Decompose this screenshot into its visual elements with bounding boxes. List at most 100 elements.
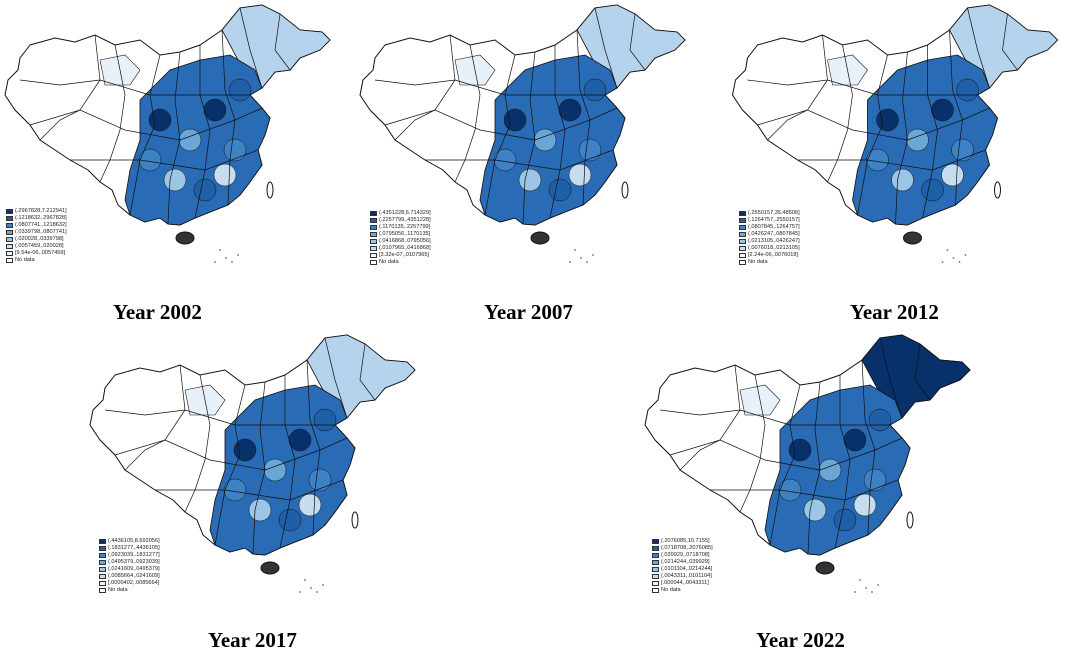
island-dot [310, 587, 312, 589]
island-dot [219, 249, 221, 251]
legend-label: (.2257799,.4351228] [379, 217, 431, 223]
legend-label: (.0085664,.0241609] [108, 573, 160, 579]
legend-label: (.0339798,.0807741] [15, 229, 67, 235]
taiwan-island [621, 181, 629, 199]
legend-swatch [652, 580, 659, 587]
legend-entry: (.0107965,.0416868] [370, 245, 431, 252]
island-dot [958, 261, 961, 263]
legend-label: (.0213105,.0426247] [748, 238, 800, 244]
boundary-line [454, 44, 481, 183]
legend-label: (.4351228,6.714329] [379, 210, 431, 216]
legend-swatch [6, 208, 13, 215]
legend-label: (.0043311,.0101104] [661, 573, 712, 579]
legend-label: (.0101104,.0214244] [661, 566, 713, 572]
legend-swatch [739, 217, 746, 224]
legend-entry: (.4351228,6.714329] [370, 210, 431, 217]
prefecture-cell [308, 468, 332, 492]
legend-entry: (.0214244,.039929] [652, 559, 713, 566]
prefecture-cell [853, 493, 877, 517]
legend-entry: (.020028,.0339798] [6, 236, 67, 243]
legend-swatch [739, 231, 746, 238]
prefecture-cell [178, 128, 202, 152]
prefecture-cell [863, 468, 887, 492]
prefecture-cell [931, 98, 954, 122]
prefecture-cell [548, 178, 572, 202]
legend-entry: (.1170135,.2257799] [370, 224, 431, 231]
legend-entry: [3.32e-07,.0107965] [370, 252, 431, 259]
prefecture-cell [956, 78, 979, 102]
hainan-island [260, 561, 280, 575]
legend-swatch [6, 250, 13, 257]
prefecture-cell [248, 498, 272, 522]
boundary-line [214, 384, 246, 546]
boundary-line [99, 44, 126, 183]
legend-swatch [6, 243, 13, 250]
legend-label: No data [108, 587, 128, 593]
legend-label: (.1264757,.2550157] [748, 217, 800, 223]
prefecture-cell [906, 128, 929, 152]
legend-swatch [739, 252, 746, 259]
prefecture-cell [583, 78, 607, 102]
legend-entry: (.0426247,.0807845] [739, 231, 800, 238]
prefecture-cell [263, 458, 287, 482]
map-legend: (.4436105,8.692056] (.1831277,.4436105] (.… [99, 538, 160, 594]
legend-swatch [370, 231, 377, 238]
boundary-line [425, 149, 614, 171]
boundary-line [19, 79, 250, 96]
prefecture-cell [578, 138, 602, 162]
legend-entry: (.039929,.0718708] [652, 552, 713, 559]
legend-label: [2.24e-06,.0076018] [748, 252, 799, 258]
legend-entry: (.2967828,7.212941] [6, 208, 67, 215]
legend-label: (.2076085,10.7155] [661, 538, 710, 544]
year-caption: Year 2002 [113, 300, 202, 324]
legend-label: (.0795056,.1170135] [379, 231, 431, 237]
legend-swatch [370, 210, 377, 217]
legend-label: (.0807845,.1264757] [748, 224, 800, 230]
boundary-line [239, 7, 263, 89]
boundary-line [184, 374, 211, 513]
legend-swatch [652, 587, 659, 594]
island-dot [299, 591, 301, 593]
china-map [4, 4, 331, 263]
legend-label: No data [748, 259, 768, 265]
legend-swatch [739, 210, 746, 217]
prefecture-cell [876, 108, 899, 132]
boundary-line [104, 409, 335, 426]
boundary-line [914, 343, 931, 401]
legend-entry: (.0416868,.0795056] [370, 238, 431, 245]
taiwan-island [266, 181, 274, 199]
legend-entry: (.0213105,.0426247] [739, 238, 800, 245]
map-panel-p2017 [85, 330, 420, 620]
taiwan-island [994, 181, 1001, 199]
map-panel-p2012 [725, 0, 1065, 290]
map-legend: (.2550157,35.48506] (.1264757,.2550157] (.… [739, 210, 800, 266]
boundary-line [834, 375, 851, 549]
prefecture-cell [788, 438, 812, 462]
year-caption: Year 2007 [484, 300, 573, 324]
legend-swatch [370, 245, 377, 252]
map-legend: (.2076085,10.7155] (.0718708,.2076085] (.0… [652, 538, 713, 594]
legend-swatch [370, 259, 377, 266]
island-dot [946, 249, 949, 251]
legend-entry: (.0807741,.1218632] [6, 222, 67, 229]
boundary-line [879, 337, 903, 419]
hainan-island [530, 231, 550, 245]
boundary-line [114, 437, 348, 471]
prefecture-cell [891, 168, 914, 192]
legend-label: (.1831277,.4436105] [108, 545, 160, 551]
island-dot [871, 591, 873, 593]
legend-entry: (.0795056,.1170135] [370, 231, 431, 238]
prefecture-cell [298, 493, 322, 517]
legend-label: (.0107965,.0416868] [379, 245, 431, 251]
prefecture-cell [921, 178, 944, 202]
prefecture-cell [148, 108, 172, 132]
legend-label: (.2967828,7.212941] [15, 208, 67, 214]
island-dot [322, 584, 324, 586]
prefecture-cell [288, 428, 312, 452]
legend-entry: [.000044,.0043311] [652, 580, 713, 587]
legend-swatch [652, 538, 659, 545]
island-dot [592, 254, 594, 256]
prefecture-cell [313, 408, 337, 432]
boundary-line [629, 13, 646, 71]
boundary-line [484, 54, 516, 216]
